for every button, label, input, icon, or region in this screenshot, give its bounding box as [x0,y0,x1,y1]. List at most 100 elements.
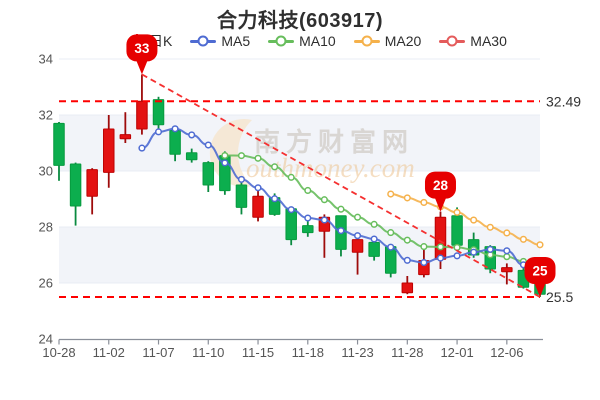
legend-label: MA10 [299,33,336,49]
candle-body[interactable] [335,215,347,250]
legend-label: MA20 [384,33,422,49]
candle-11-23 [351,235,364,275]
ma10-marker [519,257,527,265]
ma10-marker [254,154,262,162]
candle-11-24 [368,241,380,261]
candle-body[interactable] [219,155,231,192]
annotation-balloon-28: 28 [424,171,456,212]
ma20-marker [453,208,461,216]
legend-item-ma10[interactable]: MA10 [268,33,336,49]
candle-12-02 [467,232,480,258]
candle-body[interactable] [351,239,364,253]
candle-11-30 [434,211,447,269]
ma5-marker [254,184,262,192]
ma10-marker [387,229,395,237]
threshold-label-32.49: 32.49 [546,93,581,109]
legend-label: MA30 [470,33,507,49]
candle-body[interactable] [53,122,65,166]
candle-body[interactable] [517,269,530,288]
candle-11-03 [119,112,132,143]
candle-body[interactable] [202,162,215,186]
candle-body[interactable] [318,216,331,232]
candle-body[interactable] [235,184,248,208]
candle-10-31 [69,162,82,226]
x-axis-label: 11-15 [242,345,274,360]
threshold-label-25.5: 25.5 [546,289,573,305]
ma5-marker [237,175,245,183]
candle-body[interactable] [434,216,447,260]
ma20-line-icon [353,35,380,47]
ma10-marker [287,173,295,181]
ma5-marker [536,271,544,279]
ma5-marker [403,256,411,264]
candle-body[interactable] [418,260,430,276]
candle-11-10 [202,161,215,192]
ma10-marker [304,186,312,195]
candlestick-icon [130,34,144,48]
x-axis-label: 10-28 [42,345,75,360]
ma20-marker [403,194,411,202]
ma5-line-icon [190,35,217,47]
candle-body[interactable] [185,152,198,161]
candle-body[interactable] [484,246,496,270]
candle-body[interactable] [169,129,181,155]
ma20-line [387,190,544,249]
plot-band [59,227,540,283]
ma10-marker [420,243,428,251]
candle-body[interactable] [119,134,132,140]
candle-10-28 [53,122,65,181]
candle-11-14 [235,179,248,215]
y-axis-label: 24 [39,332,53,347]
candle-body[interactable] [401,282,414,294]
balloon-label: 28 [433,178,449,193]
balloon-label: 25 [532,264,548,279]
candle-body[interactable] [467,239,480,256]
candle-body[interactable] [86,169,98,197]
plot-band [59,115,540,171]
candle-11-08 [169,129,181,162]
candle-11-17 [285,208,297,246]
candle-body[interactable] [152,99,165,126]
candle-body[interactable] [534,276,546,295]
trendline [141,73,541,298]
candle-body[interactable] [69,163,82,207]
legend-item-kline[interactable]: 日K [130,31,172,51]
ma20-marker [519,235,527,243]
candle-11-09 [185,148,198,163]
candle-11-11 [219,151,231,195]
balloon-tip [135,58,149,75]
ma5-marker [503,247,511,255]
candle-body[interactable] [136,100,148,130]
legend-item-ma20[interactable]: MA20 [353,33,422,49]
legend-item-ma5[interactable]: MA5 [190,33,250,49]
candle-11-28 [401,276,414,295]
watermark-en-text: outhmoney.com [246,153,415,183]
ma10-marker [320,196,328,204]
candle-body[interactable] [501,267,513,273]
chart-legend: 日K MA5 MA10 MA20 MA30 [130,31,507,51]
chart-title: 合力科技(603917) [216,10,384,32]
ma20-marker [470,216,478,224]
ma10-marker [403,236,411,244]
ma10-marker [271,163,279,171]
ma10-marker [370,220,378,228]
candle-11-29 [418,246,430,278]
candle-11-21 [318,214,331,258]
candle-body[interactable] [451,215,463,246]
candle-11-18 [302,217,314,237]
candle-body[interactable] [285,208,297,241]
x-axis-label: 12-01 [440,345,473,360]
candle-11-07 [152,96,165,131]
candle-body[interactable] [302,225,314,234]
candle-body[interactable] [268,197,281,215]
candle-body[interactable] [252,195,264,218]
x-axis-label: 11-23 [341,345,373,360]
candle-body[interactable] [384,246,397,274]
ma10-marker [536,261,544,269]
candle-body[interactable] [368,241,380,257]
candle-body[interactable] [103,128,115,173]
ma5-marker [138,144,146,152]
legend-item-ma30[interactable]: MA30 [439,33,507,49]
ma5-marker [370,235,378,243]
